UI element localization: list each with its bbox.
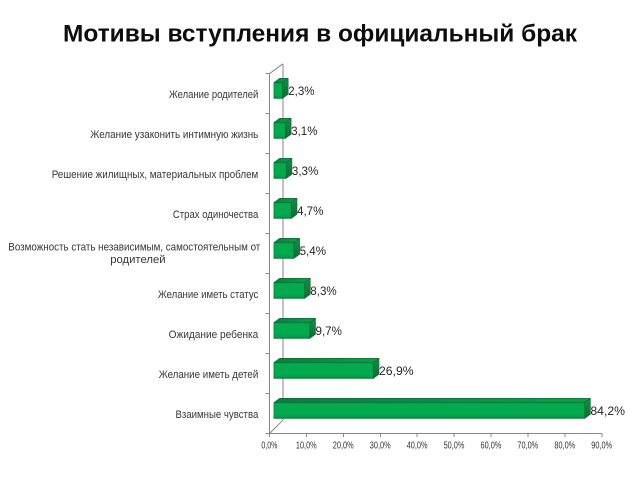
svg-text:3,1%: 3,1% [291, 124, 318, 138]
svg-text:Ожидание ребенка: Ожидание ребенка [169, 329, 259, 341]
svg-text:Взаимные чувства: Взаимные чувства [176, 409, 259, 421]
svg-text:84,2%: 84,2% [590, 404, 625, 418]
svg-text:Страх одиночества: Страх одиночества [173, 209, 259, 221]
svg-text:родителей: родителей [110, 254, 165, 266]
svg-text:0,0%: 0,0% [261, 440, 277, 451]
svg-text:8,3%: 8,3% [310, 284, 337, 298]
svg-text:Возможность стать независимым,: Возможность стать независимым, самостоят… [8, 242, 261, 254]
svg-text:3,3%: 3,3% [292, 164, 319, 178]
svg-text:Желание иметь статус: Желание иметь статус [158, 289, 259, 301]
svg-text:30,0%: 30,0% [370, 440, 391, 451]
svg-text:80,0%: 80,0% [554, 440, 575, 451]
svg-text:70,0%: 70,0% [517, 440, 538, 451]
svg-text:5,4%: 5,4% [300, 244, 327, 258]
svg-text:2,3%: 2,3% [288, 84, 315, 98]
svg-text:Желание узаконить интимную жиз: Желание узаконить интимную жизнь [90, 129, 258, 141]
svg-text:50,0%: 50,0% [444, 440, 465, 451]
svg-text:Желание родителей: Желание родителей [169, 89, 258, 101]
svg-text:40,0%: 40,0% [407, 440, 428, 451]
svg-text:26,9%: 26,9% [379, 364, 414, 378]
svg-text:90,0%: 90,0% [591, 440, 612, 451]
svg-text:Решение жилищных, материальных: Решение жилищных, материальных проблем [52, 169, 259, 181]
svg-text:20,0%: 20,0% [333, 440, 354, 451]
svg-text:Мотивы вступления в официальны: Мотивы вступления в официальный брак [63, 21, 578, 48]
svg-text:60,0%: 60,0% [481, 440, 502, 451]
svg-text:10,0%: 10,0% [296, 440, 317, 451]
svg-text:4,7%: 4,7% [297, 204, 324, 218]
svg-text:Желание иметь детей: Желание иметь детей [159, 369, 259, 381]
svg-text:9,7%: 9,7% [316, 324, 343, 338]
